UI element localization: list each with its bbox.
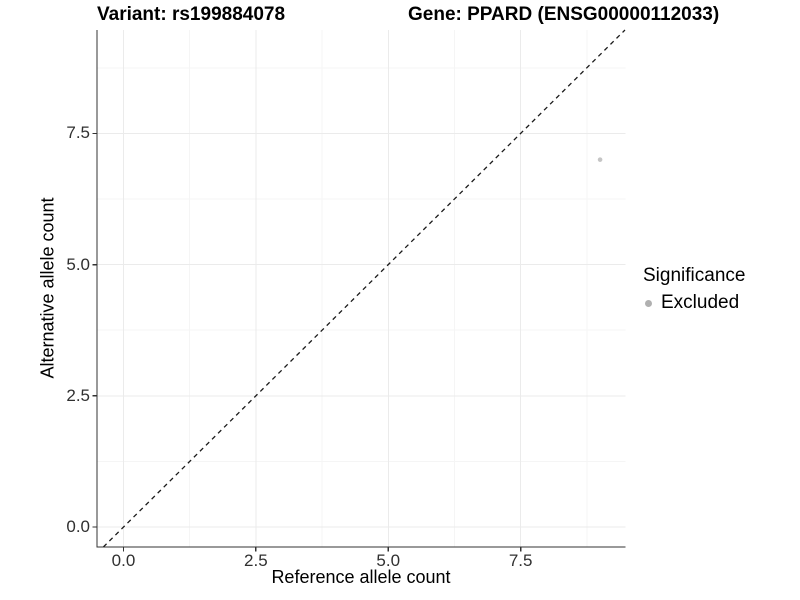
x-tick-label: 5.0 [376,551,401,570]
legend-point-icon [645,299,652,307]
y-axis-title: Alternative allele count [37,197,58,379]
x-tick-label: 2.5 [244,551,268,570]
identity-line [102,29,626,548]
x-tick-label: 7.5 [508,551,533,570]
x-tick-label: 0.0 [111,551,136,570]
legend-label-excluded: Excluded [661,292,740,313]
y-tick-label: 7.5 [66,123,90,143]
y-tick-label: 2.5 [66,385,90,405]
data-point [597,157,603,162]
legend-title: Significance [643,265,746,286]
x-axis-title: Reference allele count [271,567,451,587]
plot-title-gene: Gene: PPARD (ENSG00000112033) [408,4,720,25]
y-tick-label: 5.0 [66,254,90,274]
y-tick-label: 0.0 [66,517,90,537]
legend: Significance Excluded [641,265,745,314]
plot-title-variant: Variant: rs199884078 [97,4,286,25]
legend-item-excluded: Excluded [641,292,745,314]
